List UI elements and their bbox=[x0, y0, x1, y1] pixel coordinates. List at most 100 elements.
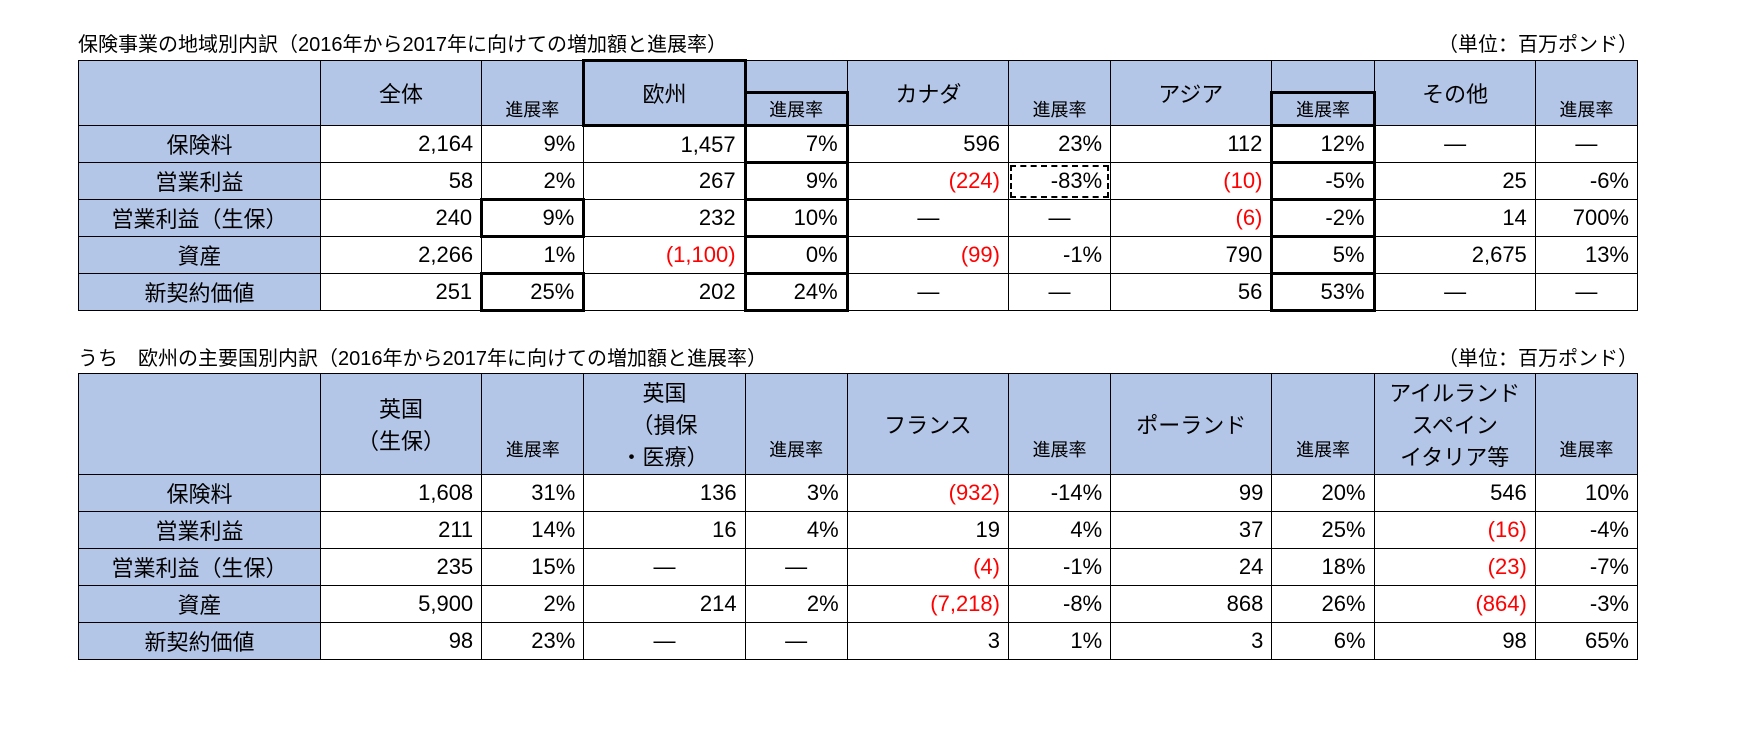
rate-cell: 4% bbox=[745, 512, 847, 549]
rate-header-spacer bbox=[1272, 61, 1374, 93]
rate-cell: — bbox=[1008, 274, 1110, 311]
value-cell: 2,675 bbox=[1374, 237, 1535, 274]
rate-cell: — bbox=[1535, 126, 1637, 163]
rate-header-spacer bbox=[1008, 61, 1110, 93]
value-cell: 99 bbox=[1111, 475, 1272, 512]
value-cell: 16 bbox=[584, 512, 745, 549]
value-cell: 1,457 bbox=[584, 126, 745, 163]
value-cell: 596 bbox=[847, 126, 1008, 163]
rate-cell: 15% bbox=[482, 549, 584, 586]
rate-header-spacer bbox=[745, 61, 847, 93]
rate-cell: -3% bbox=[1535, 586, 1637, 623]
value-cell: — bbox=[847, 274, 1008, 311]
rate-cell: 14% bbox=[482, 512, 584, 549]
rate-header: 進展率 bbox=[745, 424, 847, 475]
rate-header-spacer bbox=[1008, 374, 1110, 425]
value-cell: 1,608 bbox=[320, 475, 481, 512]
value-cell: 5,900 bbox=[320, 586, 481, 623]
row-label: 営業利益（生保） bbox=[79, 200, 321, 237]
value-cell: 56 bbox=[1111, 274, 1272, 311]
value-cell: 24 bbox=[1111, 549, 1272, 586]
rate-cell: 700% bbox=[1535, 200, 1637, 237]
row-label: 資産 bbox=[79, 586, 321, 623]
value-cell: 202 bbox=[584, 274, 745, 311]
row-label: 営業利益 bbox=[79, 163, 321, 200]
rate-cell: — bbox=[1535, 274, 1637, 311]
value-cell: (224) bbox=[847, 163, 1008, 200]
rate-cell: 26% bbox=[1272, 586, 1374, 623]
region-header: ポーランド bbox=[1111, 374, 1272, 475]
table1-title-row: 保険事業の地域別内訳（2016年から2017年に向けての増加額と進展率） （単位… bbox=[78, 28, 1638, 57]
row-label: 資産 bbox=[79, 237, 321, 274]
rate-cell: 1% bbox=[1008, 623, 1110, 660]
value-cell: (864) bbox=[1374, 586, 1535, 623]
row-label: 保険料 bbox=[79, 475, 321, 512]
rate-cell: -6% bbox=[1535, 163, 1637, 200]
value-cell: — bbox=[1374, 126, 1535, 163]
value-cell: 546 bbox=[1374, 475, 1535, 512]
rate-cell: 2% bbox=[482, 163, 584, 200]
value-cell: 790 bbox=[1111, 237, 1272, 274]
value-cell: 235 bbox=[320, 549, 481, 586]
rate-header: 進展率 bbox=[1535, 424, 1637, 475]
rate-header: 進展率 bbox=[1008, 424, 1110, 475]
rate-header: 進展率 bbox=[745, 93, 847, 126]
rate-cell: — bbox=[745, 549, 847, 586]
rate-cell: 23% bbox=[1008, 126, 1110, 163]
value-cell: (932) bbox=[847, 475, 1008, 512]
rate-cell: 13% bbox=[1535, 237, 1637, 274]
value-cell: 58 bbox=[320, 163, 481, 200]
value-cell: (23) bbox=[1374, 549, 1535, 586]
region-header: その他 bbox=[1374, 61, 1535, 126]
value-cell: (4) bbox=[847, 549, 1008, 586]
table1-unit: （単位：百万ポンド） bbox=[1438, 28, 1638, 57]
value-cell: 136 bbox=[584, 475, 745, 512]
value-cell: (10) bbox=[1111, 163, 1272, 200]
value-cell: 19 bbox=[847, 512, 1008, 549]
rate-cell: -1% bbox=[1008, 237, 1110, 274]
value-cell: — bbox=[1374, 274, 1535, 311]
rate-header-spacer bbox=[1535, 61, 1637, 93]
rate-cell: 18% bbox=[1272, 549, 1374, 586]
value-cell: 214 bbox=[584, 586, 745, 623]
row-label-header bbox=[79, 61, 321, 126]
row-label: 保険料 bbox=[79, 126, 321, 163]
value-cell: 868 bbox=[1111, 586, 1272, 623]
rate-cell: 53% bbox=[1272, 274, 1374, 311]
region-header: 欧州 bbox=[584, 61, 745, 126]
rate-header: 進展率 bbox=[1272, 93, 1374, 126]
rate-cell: — bbox=[1008, 200, 1110, 237]
rate-cell: 25% bbox=[482, 274, 584, 311]
rate-cell: 20% bbox=[1272, 475, 1374, 512]
value-cell: 98 bbox=[1374, 623, 1535, 660]
value-cell: — bbox=[584, 549, 745, 586]
rate-cell: 0% bbox=[745, 237, 847, 274]
region-header: 全体 bbox=[320, 61, 481, 126]
value-cell: 14 bbox=[1374, 200, 1535, 237]
rate-header-spacer bbox=[482, 61, 584, 93]
value-cell: — bbox=[584, 623, 745, 660]
rate-cell: 6% bbox=[1272, 623, 1374, 660]
rate-cell: 23% bbox=[482, 623, 584, 660]
value-cell: (7,218) bbox=[847, 586, 1008, 623]
value-cell: 267 bbox=[584, 163, 745, 200]
value-cell: 2,266 bbox=[320, 237, 481, 274]
rate-cell: 10% bbox=[745, 200, 847, 237]
value-cell: (16) bbox=[1374, 512, 1535, 549]
rate-header: 進展率 bbox=[482, 93, 584, 126]
rate-cell: 24% bbox=[745, 274, 847, 311]
value-cell: 251 bbox=[320, 274, 481, 311]
rate-header-spacer bbox=[745, 374, 847, 425]
row-label-header bbox=[79, 374, 321, 475]
rate-header-spacer bbox=[1272, 374, 1374, 425]
rate-cell: -83% bbox=[1008, 163, 1110, 200]
region-header: アイルランドスペインイタリア等 bbox=[1374, 374, 1535, 475]
value-cell: 37 bbox=[1111, 512, 1272, 549]
rate-cell: 31% bbox=[482, 475, 584, 512]
rate-header-spacer bbox=[482, 374, 584, 425]
table1: 全体欧州カナダアジアその他進展率進展率進展率進展率進展率保険料2,1649%1,… bbox=[78, 59, 1638, 312]
table2: 英国（生保）英国（損保・医療）フランスポーランドアイルランドスペインイタリア等進… bbox=[78, 373, 1638, 660]
rate-cell: -7% bbox=[1535, 549, 1637, 586]
row-label: 営業利益（生保） bbox=[79, 549, 321, 586]
rate-cell: 7% bbox=[745, 126, 847, 163]
